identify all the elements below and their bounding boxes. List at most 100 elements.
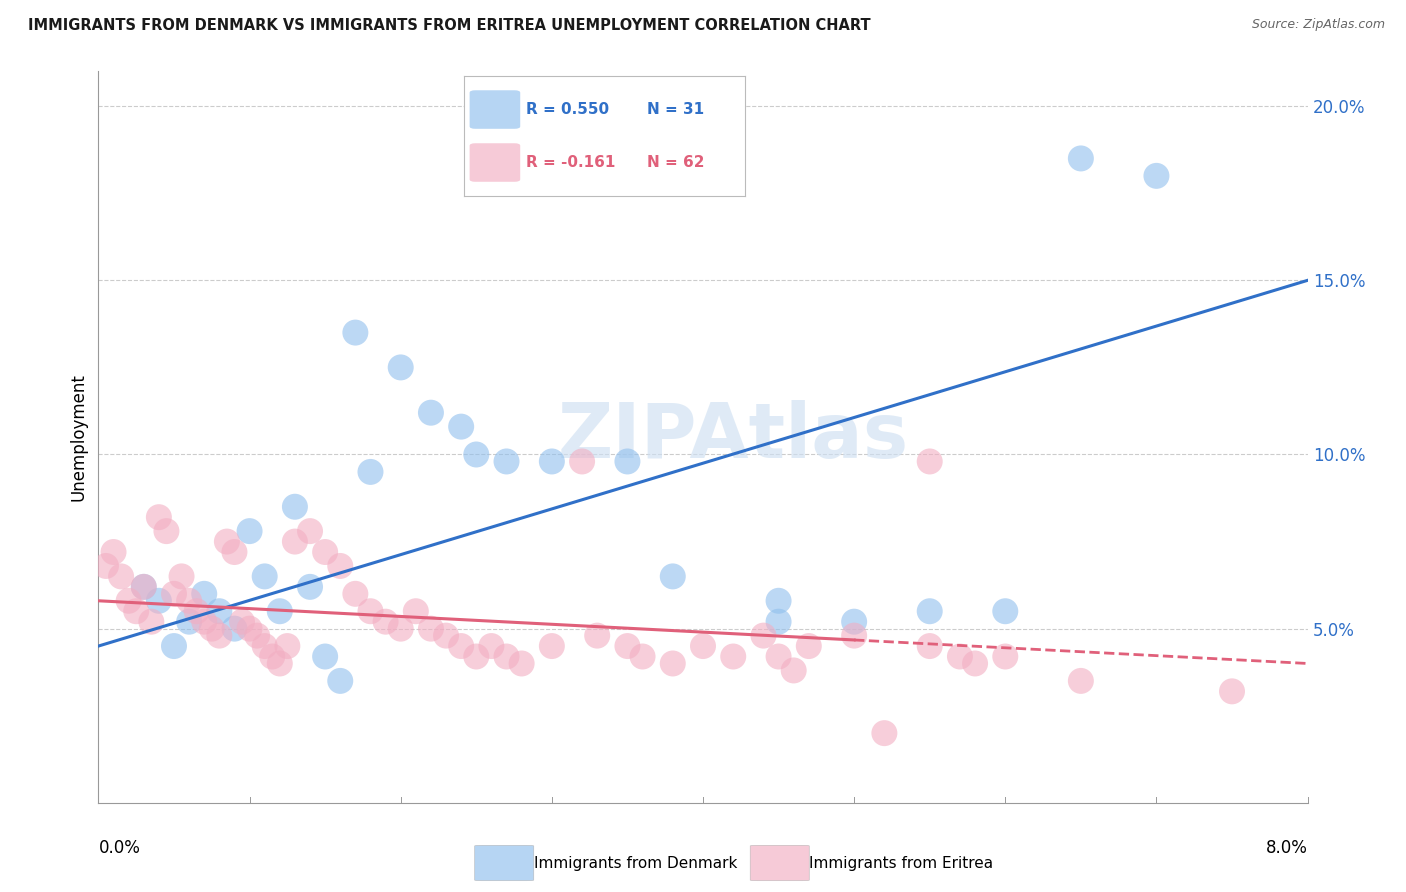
Point xyxy=(481,639,503,653)
Text: Source: ZipAtlas.com: Source: ZipAtlas.com xyxy=(1251,18,1385,31)
Point xyxy=(1146,169,1168,183)
Point xyxy=(450,639,472,653)
Point xyxy=(344,326,367,340)
Point xyxy=(314,649,336,664)
Point xyxy=(329,558,352,573)
Point xyxy=(253,569,276,583)
Point xyxy=(768,649,790,664)
Point xyxy=(170,569,193,583)
Point xyxy=(262,649,284,664)
Point xyxy=(179,594,201,608)
Point xyxy=(495,649,517,664)
Point xyxy=(118,594,141,608)
Point xyxy=(239,524,262,538)
Point xyxy=(782,664,804,678)
Point xyxy=(103,545,125,559)
Point xyxy=(208,604,231,618)
Point xyxy=(389,622,412,636)
Point xyxy=(231,615,253,629)
Point xyxy=(360,604,382,618)
Point xyxy=(163,587,186,601)
Text: R = 0.550: R = 0.550 xyxy=(526,102,609,117)
Point xyxy=(1070,673,1092,688)
Text: IMMIGRANTS FROM DENMARK VS IMMIGRANTS FROM ERITREA UNEMPLOYMENT CORRELATION CHAR: IMMIGRANTS FROM DENMARK VS IMMIGRANTS FR… xyxy=(28,18,870,33)
Point xyxy=(132,580,155,594)
Point xyxy=(723,649,745,664)
Point xyxy=(110,569,132,583)
Point xyxy=(148,510,170,524)
Text: ZIPAtlas: ZIPAtlas xyxy=(558,401,908,474)
Point xyxy=(246,629,269,643)
Point xyxy=(586,629,609,643)
Point xyxy=(541,639,564,653)
Point xyxy=(510,657,533,671)
Point xyxy=(193,615,215,629)
Text: 8.0%: 8.0% xyxy=(1265,839,1308,857)
Point xyxy=(495,454,517,468)
Point xyxy=(132,580,155,594)
Point xyxy=(631,649,654,664)
Point xyxy=(344,587,367,601)
Point xyxy=(276,639,298,653)
Point xyxy=(662,569,685,583)
FancyBboxPatch shape xyxy=(470,144,520,182)
Point xyxy=(269,657,291,671)
Point xyxy=(616,454,638,468)
Point xyxy=(465,649,488,664)
Point xyxy=(163,639,186,653)
FancyBboxPatch shape xyxy=(475,846,534,880)
Text: Immigrants from Denmark: Immigrants from Denmark xyxy=(534,855,737,871)
Point xyxy=(965,657,987,671)
Point xyxy=(141,615,163,629)
FancyBboxPatch shape xyxy=(751,846,810,880)
Point xyxy=(299,580,322,594)
Point xyxy=(571,454,593,468)
Text: N = 62: N = 62 xyxy=(647,155,704,170)
Text: Immigrants from Eritrea: Immigrants from Eritrea xyxy=(810,855,994,871)
Point xyxy=(949,649,972,664)
Point xyxy=(284,500,307,514)
Point xyxy=(155,524,177,538)
Point xyxy=(215,534,238,549)
Point xyxy=(768,615,790,629)
Point xyxy=(186,604,208,618)
Point xyxy=(918,604,941,618)
Point xyxy=(465,448,488,462)
Point xyxy=(125,604,148,618)
Point xyxy=(284,534,307,549)
Point xyxy=(148,594,170,608)
Point xyxy=(918,454,941,468)
Point xyxy=(844,615,866,629)
Point xyxy=(253,639,276,653)
Point xyxy=(179,615,201,629)
Point xyxy=(208,629,231,643)
Text: N = 31: N = 31 xyxy=(647,102,704,117)
Point xyxy=(314,545,336,559)
Point xyxy=(224,622,246,636)
Point xyxy=(1220,684,1243,698)
Point xyxy=(692,639,714,653)
Point xyxy=(420,406,443,420)
Y-axis label: Unemployment: Unemployment xyxy=(69,373,87,501)
Point xyxy=(616,639,638,653)
Text: 0.0%: 0.0% xyxy=(98,839,141,857)
Point xyxy=(389,360,412,375)
Point xyxy=(450,419,472,434)
Point xyxy=(662,657,685,671)
Point xyxy=(201,622,224,636)
Point xyxy=(752,629,775,643)
Point xyxy=(193,587,215,601)
Point xyxy=(994,604,1017,618)
Point xyxy=(918,639,941,653)
FancyBboxPatch shape xyxy=(470,90,520,128)
Point xyxy=(239,622,262,636)
Point xyxy=(374,615,396,629)
Point xyxy=(994,649,1017,664)
Point xyxy=(797,639,820,653)
Point xyxy=(405,604,427,618)
Point xyxy=(541,454,564,468)
Point xyxy=(873,726,896,740)
Point xyxy=(269,604,291,618)
Point xyxy=(299,524,322,538)
Text: R = -0.161: R = -0.161 xyxy=(526,155,616,170)
